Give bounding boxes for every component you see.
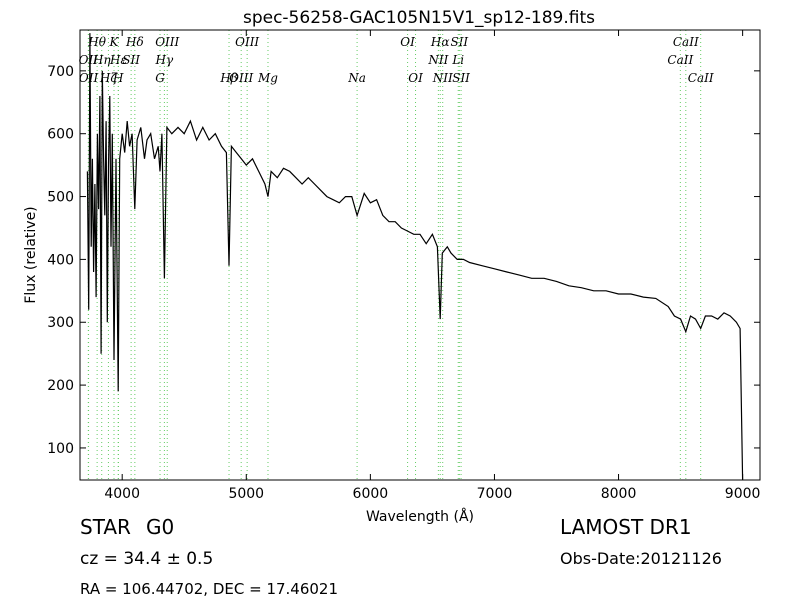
x-tick-label: 5000 [228, 486, 264, 502]
y-tick-label: 300 [47, 315, 74, 331]
spectral-line-label: SII [122, 53, 140, 67]
obs-date: Obs-Date:20121126 [560, 549, 722, 568]
x-tick-label: 4000 [104, 486, 140, 502]
spectral-line-label: K [109, 35, 120, 49]
spectral-line-label: OIII [235, 35, 259, 49]
y-tick-label: 100 [47, 441, 74, 457]
spectral-line-label: OIII [155, 35, 179, 49]
plot-frame [79, 29, 761, 481]
spectral-line-label: Hγ [155, 53, 174, 67]
spectral-line-label: Hε [109, 53, 127, 67]
x-tick-label: 6000 [353, 486, 389, 502]
y-tick-label: 700 [47, 64, 74, 80]
spectral-line-label: SII [452, 71, 470, 85]
spectral-line-label: OI [408, 71, 423, 85]
spectral-line-label: Na [347, 71, 366, 85]
survey: LAMOST DR1 [560, 515, 692, 539]
y-tick-label: 600 [47, 127, 74, 143]
spectral-line-label: G [155, 71, 165, 85]
y-tick-label: 500 [47, 190, 74, 206]
spectral-line-label: Hβ [219, 71, 237, 85]
spectral-line-label: OIII [229, 71, 253, 85]
spectral-line-label: Hα [430, 35, 450, 49]
spectral-line-label: Hδ [125, 35, 144, 49]
spectral-line-label: OII [79, 53, 99, 67]
spectral-line-label: OI [400, 35, 415, 49]
spectral-line-label: Hζ [99, 71, 118, 85]
spectral-line-label: SII [450, 35, 468, 49]
y-axis-label: Flux (relative) [23, 206, 39, 303]
subclass: G0 [146, 515, 174, 539]
redshift: cz = 34.4 ± 0.5 [80, 549, 213, 569]
spectral-line-label: Hη [92, 53, 111, 67]
x-tick-label: 8000 [601, 486, 637, 502]
x-tick-label: 9000 [725, 486, 761, 502]
y-tick-label: 200 [47, 378, 74, 394]
spectral-line-label: Mg [257, 71, 278, 85]
spectral-line-label: NII [427, 53, 448, 67]
spectral-line-label: CaII [667, 53, 693, 67]
x-axis-label: Wavelength (Å) [366, 508, 474, 525]
spectrum-line [86, 33, 744, 480]
spectral-line-label: OII [79, 71, 99, 85]
x-tick-label: 7000 [477, 486, 513, 502]
object-class: STAR [80, 515, 131, 539]
coordinates: RA = 106.44702, DEC = 17.46021 [80, 580, 338, 598]
spectral-line-label: H [112, 71, 124, 85]
spectral-line-label: Li [451, 53, 464, 67]
chart-title: spec-56258-GAC105N15V1_sp12-189.fits [243, 8, 595, 28]
y-tick-label: 400 [47, 252, 74, 268]
spectral-line-label: NII [432, 71, 453, 85]
spectral-line-label: CaII [688, 71, 714, 85]
spectral-line-label: CaII [673, 35, 699, 49]
